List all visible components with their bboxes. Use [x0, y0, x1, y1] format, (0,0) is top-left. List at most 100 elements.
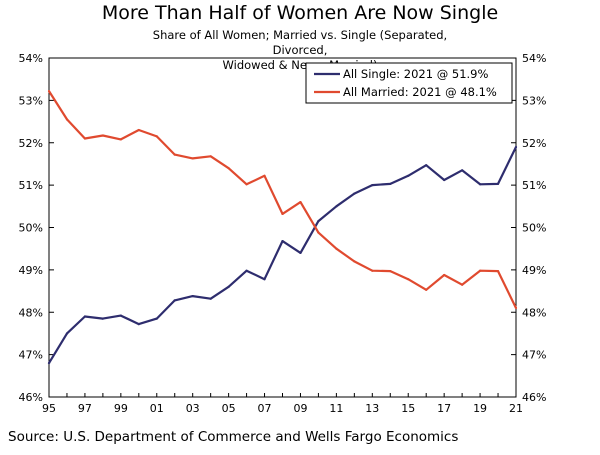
subtitle-line-1: Share of All Women; Married vs. Single (…: [152, 28, 448, 57]
legend-label-single: All Single: 2021 @ 51.9%: [343, 67, 488, 81]
data-point: [461, 283, 464, 286]
plot-area-frame: [48, 57, 517, 398]
data-point: [101, 317, 104, 320]
y-tick-label-left: 51%: [19, 179, 43, 192]
data-point: [317, 220, 320, 223]
x-tick-label: 19: [473, 402, 487, 415]
x-tick-label: 05: [222, 402, 236, 415]
y-tick-label-right: 54%: [522, 52, 546, 65]
data-point: [281, 212, 284, 216]
data-point: [245, 269, 248, 272]
data-point: [245, 183, 248, 186]
legend-label-married: All Married: 2021 @ 48.1%: [343, 85, 497, 99]
y-tick-label-left: 53%: [19, 94, 43, 107]
y-tick-label-left: 46%: [19, 391, 43, 404]
data-point: [335, 205, 338, 208]
legend: All Single: 2021 @ 51.9% All Married: 20…: [305, 62, 513, 104]
y-tick-label-right: 50%: [522, 222, 546, 235]
data-point: [371, 269, 374, 272]
x-axis: 95 97 99 01 03 05 07 09 11 13 15 17 19 21: [42, 393, 523, 415]
data-point: [83, 137, 87, 140]
y-tick-label-right: 51%: [522, 179, 546, 192]
data-point: [478, 183, 482, 186]
data-point: [227, 285, 230, 288]
data-point: [425, 288, 428, 291]
series-layer: [47, 89, 518, 365]
data-point: [407, 174, 410, 177]
data-point: [65, 332, 69, 335]
data-point: [496, 270, 500, 273]
legend-box: [305, 62, 513, 104]
y-axis-right: 46% 47% 48% 49% 50% 51% 52% 53% 54%: [511, 52, 546, 404]
chart-title: More Than Half of Women Are Now Single: [101, 2, 499, 24]
data-point: [478, 269, 482, 272]
data-point: [299, 251, 302, 255]
data-point: [496, 182, 500, 185]
series-line-all-single: [48, 146, 517, 364]
y-tick-label-left: 47%: [19, 349, 43, 362]
data-point: [137, 128, 140, 132]
y-tick-label-left: 54%: [19, 52, 43, 65]
data-point: [335, 247, 338, 250]
data-point: [83, 315, 87, 318]
x-tick-label: 11: [329, 402, 343, 415]
x-tick-label: 95: [42, 402, 56, 415]
x-tick-label: 07: [258, 402, 272, 415]
y-tick-label-right: 53%: [522, 94, 546, 107]
y-tick-label-right: 48%: [522, 306, 546, 319]
data-point: [389, 270, 392, 273]
data-point: [299, 200, 302, 204]
data-point: [209, 155, 212, 158]
data-point: [263, 278, 266, 281]
data-point: [227, 167, 230, 170]
data-point: [514, 306, 518, 310]
data-point: [173, 153, 176, 156]
x-tick-label: 99: [114, 402, 128, 415]
data-point: [119, 314, 122, 317]
source-note: Source: U.S. Department of Commerce and …: [8, 429, 459, 445]
data-point: [65, 118, 69, 121]
data-point: [389, 182, 392, 185]
x-tick-label: 13: [365, 402, 379, 415]
data-point: [47, 89, 51, 93]
x-tick-label: 09: [293, 402, 307, 415]
x-tick-label: 21: [509, 402, 523, 415]
data-point: [443, 178, 446, 182]
data-point: [263, 174, 266, 177]
data-point: [317, 231, 320, 234]
data-point: [514, 145, 518, 149]
data-point: [155, 317, 158, 320]
data-point: [137, 323, 140, 326]
data-point: [101, 134, 104, 137]
series-line-all-married: [48, 90, 517, 309]
y-tick-label-left: 49%: [19, 264, 43, 277]
data-point: [425, 164, 428, 167]
x-tick-label: 17: [437, 402, 451, 415]
data-point: [353, 260, 356, 263]
data-point: [281, 239, 284, 243]
y-tick-label-left: 52%: [19, 137, 43, 150]
y-tick-label-left: 50%: [19, 222, 43, 235]
data-point: [209, 297, 212, 300]
x-tick-label: 15: [401, 402, 415, 415]
data-point: [443, 273, 446, 277]
data-point: [371, 184, 374, 187]
y-tick-label-right: 47%: [522, 349, 546, 362]
y-tick-label-right: 49%: [522, 264, 546, 277]
data-point: [461, 169, 464, 172]
data-point: [155, 135, 158, 138]
y-axis-left: 46% 47% 48% 49% 50% 51% 52% 53% 54%: [19, 52, 54, 404]
x-tick-label: 01: [150, 402, 164, 415]
data-point: [191, 295, 194, 298]
data-point: [47, 362, 51, 365]
y-tick-label-right: 46%: [522, 391, 546, 404]
x-tick-label: 97: [78, 402, 92, 415]
data-point: [119, 138, 122, 141]
data-point: [353, 192, 356, 195]
data-point: [191, 157, 194, 160]
y-tick-label-left: 48%: [19, 306, 43, 319]
y-tick-label-right: 52%: [522, 137, 546, 150]
x-tick-label: 03: [186, 402, 200, 415]
data-point: [407, 278, 410, 281]
